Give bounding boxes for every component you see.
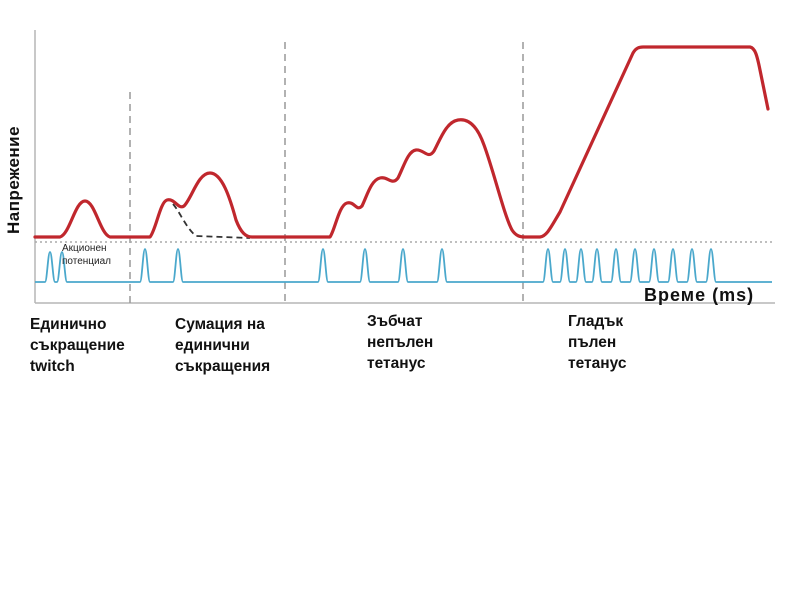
section-label-line: единични bbox=[175, 337, 250, 354]
section-label-line: тетанус bbox=[367, 355, 426, 372]
action-potential-label-line1: Акционен bbox=[62, 243, 107, 254]
tension-curve bbox=[33, 45, 770, 239]
action-potential-label-line2: потенциал bbox=[62, 256, 112, 267]
x-axis-label: Време (ms) bbox=[644, 285, 755, 305]
section-label-fused-tetanus: Гладък пълен тетанус bbox=[568, 311, 626, 374]
section-label-line: тетанус bbox=[568, 355, 627, 372]
action-potential-trace bbox=[35, 248, 772, 283]
section-label-twitch: Единично съкращение twitch bbox=[30, 314, 125, 377]
section-label-line: съкращения bbox=[175, 358, 271, 375]
section-label-line: съкращение bbox=[30, 337, 125, 354]
section-label-line: непълен bbox=[367, 334, 434, 351]
section-label-line: Сумация на bbox=[175, 316, 265, 333]
y-axis-label: Напрежение bbox=[4, 125, 23, 234]
section-label-line: Единично bbox=[30, 316, 107, 333]
section-label-unfused-tetanus: Зъбчат непълен тетанус bbox=[367, 311, 433, 374]
section-label-line: Зъбчат bbox=[367, 313, 423, 330]
twitch-decay-dashed bbox=[172, 203, 251, 239]
section-label-line: Гладък bbox=[568, 313, 624, 330]
section-label-line: пълен bbox=[568, 334, 617, 351]
section-label-line: twitch bbox=[30, 358, 75, 375]
section-label-summation: Сумация на единични съкращения bbox=[175, 314, 270, 377]
